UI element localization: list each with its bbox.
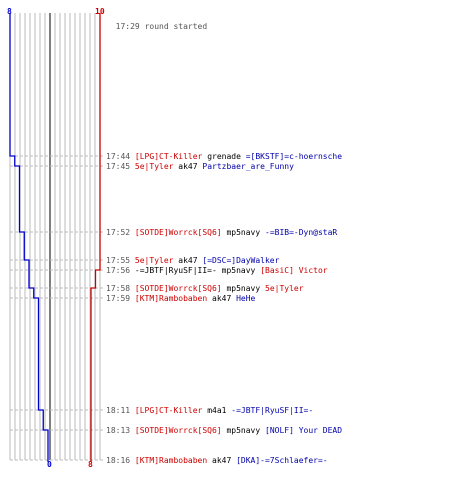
victim-name: [=DSC=]DayWalker [202, 256, 280, 265]
log-message: round started [144, 22, 208, 31]
weapon-name: grenade [207, 152, 241, 161]
log-time: 18:13 [106, 426, 131, 435]
log-time: 17:44 [106, 152, 131, 161]
log-time: 17:59 [106, 294, 131, 303]
log-entry: 18:16 [KTM]Rambobaben ak47 [DKA]-=7Schla… [106, 456, 328, 466]
weapon-name: mp5navy [226, 426, 261, 435]
killer-name: -=JBTF|RyuSF|II=- [134, 266, 217, 275]
victim-name: [DKA]-=7Schlaefer=- [236, 456, 328, 465]
log-time: 17:29 [115, 22, 140, 31]
red-team-start-count: 10 [95, 7, 105, 16]
log-time: 17:52 [106, 228, 131, 237]
weapon-name: ak47 [178, 256, 198, 265]
killer-name: [KTM]Rambobaben [134, 294, 208, 303]
weapon-name: ak47 [212, 294, 232, 303]
blue-team-end-count: 0 [47, 460, 52, 469]
log-time: 17:55 [106, 256, 131, 265]
victim-name: [NOLF] Your DEAD [265, 426, 343, 435]
killer-name: 5e|Tyler [134, 256, 174, 265]
victim-name: Partzbaer_are_Funny [202, 162, 294, 171]
victim-name: 5e|Tyler [265, 284, 304, 293]
weapon-name: mp5navy [221, 266, 256, 275]
blue-team-alive-line [9, 13, 49, 462]
log-entry: 17:56 -=JBTF|RyuSF|II=- mp5navy [BasiC] … [106, 266, 328, 276]
victim-name: -=JBTF|RyuSF|II=- [231, 406, 314, 415]
killer-name: [SOTDE]Worrck[SQ6] [134, 284, 222, 293]
weapon-name: m4a1 [207, 406, 227, 415]
killer-name: [LPG]CT-Killer [134, 406, 203, 415]
victim-name: HeHe [236, 294, 256, 303]
weapon-name: mp5navy [226, 284, 261, 293]
weapon-name: ak47 [178, 162, 198, 171]
killer-name: [LPG]CT-Killer [134, 152, 203, 161]
log-entry: 17:58 [SOTDE]Worrck[SQ6] mp5navy 5e|Tyle… [106, 284, 304, 294]
log-entry: 18:11 [LPG]CT-Killer m4a1 -=JBTF|RyuSF|I… [106, 406, 313, 416]
victim-name: =[BKSTF]=c-hoernsche [245, 152, 343, 161]
log-time: 18:11 [106, 406, 131, 415]
killer-name: [SOTDE]Worrck[SQ6] [134, 426, 222, 435]
log-entry: 17:59 [KTM]Rambobaben ak47 HeHe [106, 294, 255, 304]
killer-name: 5e|Tyler [134, 162, 174, 171]
log-time: 17:56 [106, 266, 131, 275]
log-round-start: 17:29 round started [106, 12, 208, 32]
log-entry: 17:55 5e|Tyler ak47 [=DSC=]DayWalker [106, 256, 279, 266]
victim-name: [BasiC] Victor [260, 266, 328, 275]
blue-team-start-count: 8 [7, 7, 12, 16]
log-time: 18:16 [106, 456, 131, 465]
log-entry: 17:45 5e|Tyler ak47 Partzbaer_are_Funny [106, 162, 294, 172]
weapon-name: mp5navy [226, 228, 261, 237]
log-entry: 18:13 [SOTDE]Worrck[SQ6] mp5navy [NOLF] … [106, 426, 342, 436]
log-entry: 17:44 [LPG]CT-Killer grenade =[BKSTF]=c-… [106, 152, 342, 162]
killer-name: [KTM]Rambobaben [134, 456, 208, 465]
round-timeline-graph [9, 13, 104, 462]
killer-name: [SOTDE]Worrck[SQ6] [134, 228, 222, 237]
log-time: 17:58 [106, 284, 131, 293]
red-team-end-count: 8 [88, 460, 93, 469]
victim-name: -=BIB=-Dyn@staR [265, 228, 338, 237]
log-entry: 17:52 [SOTDE]Worrck[SQ6] mp5navy -=BIB=-… [106, 228, 337, 238]
red-team-alive-line [90, 13, 101, 462]
log-time: 17:45 [106, 162, 131, 171]
weapon-name: ak47 [212, 456, 232, 465]
